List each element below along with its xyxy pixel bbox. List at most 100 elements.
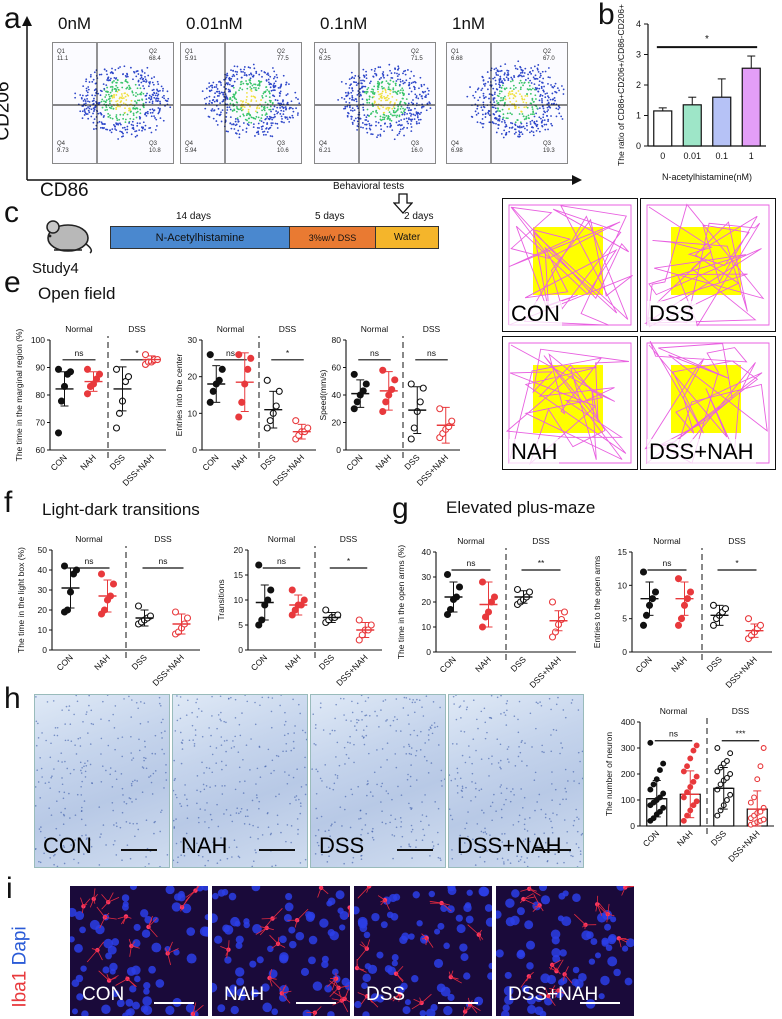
scale-bar — [397, 849, 433, 851]
data-point — [684, 763, 691, 770]
study-timeline: CD86 Study4 Behavioral tests 14 days 5 d… — [0, 180, 500, 280]
bar — [741, 67, 761, 147]
study-name: Study4 — [32, 260, 79, 277]
x-tick-label: DSS — [709, 828, 729, 848]
track-path — [508, 204, 633, 326]
data-point — [443, 610, 452, 619]
data-point — [263, 376, 271, 384]
data-point — [54, 429, 63, 437]
data-point — [379, 366, 387, 374]
data-point — [266, 417, 274, 425]
data-point — [443, 570, 452, 579]
data-point — [134, 602, 143, 610]
y-tick-label: 10 — [422, 622, 432, 632]
data-point — [416, 398, 424, 406]
flow-quadrant-value: Q3 10.6 — [277, 141, 289, 154]
flow-quadrant-value: Q4 6.21 — [319, 141, 331, 154]
bar — [712, 96, 732, 147]
data-point — [490, 593, 499, 601]
histology-cells — [449, 695, 583, 867]
flow-quadrant-value: Q2 71.5 — [411, 49, 423, 62]
y-tick-label: 30 — [188, 335, 198, 345]
x-tick-label: 1 — [749, 151, 754, 161]
data-point — [255, 561, 263, 569]
data-point — [419, 384, 427, 392]
x-axis-label: N-acetylhistamine(nM) — [662, 172, 752, 182]
center-zone — [671, 365, 741, 433]
significance-mark: *** — [736, 729, 747, 739]
timeline-bar-water: Water — [375, 226, 439, 249]
significance-mark: * — [286, 348, 290, 358]
data-point — [353, 398, 361, 406]
data-point — [690, 802, 697, 809]
data-point — [714, 768, 721, 775]
x-tick-label: CON — [437, 654, 457, 674]
data-point — [112, 365, 121, 373]
histology-label: CON — [43, 833, 92, 858]
x-tick-label: NAH — [669, 654, 689, 674]
data-point — [687, 755, 694, 762]
flow-quadrant-value: Q4 6.98 — [451, 141, 463, 154]
mouse-icon — [46, 220, 93, 254]
y-tick-label: 30 — [38, 585, 48, 595]
flow-scatter-dots — [53, 43, 173, 163]
flow-scatter-dots — [447, 43, 567, 163]
y-tick-label: 10 — [188, 408, 198, 418]
data-point — [407, 435, 415, 443]
significance-mark: * — [347, 556, 351, 566]
flow-x-axis-label: CD86 — [40, 180, 89, 201]
flow-quadrant-value: Q1 11.1 — [57, 49, 69, 62]
data-point — [292, 417, 300, 425]
data-point — [690, 747, 697, 754]
histology-cells — [311, 695, 445, 865]
maze-label: DSS+NAH — [647, 439, 756, 465]
flow-scatter-dots — [315, 43, 435, 163]
data-point — [244, 365, 252, 373]
x-tick-label: NAH — [373, 452, 393, 472]
flow-quadrant-value: Q4 5.94 — [185, 141, 197, 154]
maze-label: NAH — [509, 439, 560, 465]
data-point — [721, 605, 730, 613]
iba-cells — [496, 886, 634, 1016]
data-point — [751, 794, 758, 801]
panel-letter-h: h — [4, 682, 21, 715]
group-label: DSS — [340, 534, 358, 544]
x-tick-label: NAH — [283, 652, 303, 672]
data-point — [660, 790, 667, 797]
data-point — [723, 758, 730, 764]
significance-mark: * — [735, 558, 739, 568]
group-label: DSS — [732, 706, 750, 716]
data-point — [754, 776, 761, 783]
data-point — [304, 424, 312, 432]
data-point — [255, 621, 263, 629]
data-point — [727, 750, 734, 757]
x-tick-label: DSS+NAH — [150, 652, 186, 688]
flow-plot-title: 0.1nM — [320, 14, 368, 33]
data-point — [714, 745, 721, 751]
data-point — [760, 816, 767, 823]
x-tick-label: DSS+NAH — [723, 654, 759, 690]
flow-plot-title: 0nM — [58, 14, 92, 33]
data-point — [747, 799, 754, 806]
data-point — [355, 616, 363, 624]
x-tick-label: CON — [344, 452, 364, 472]
x-tick-label: DSS+NAH — [334, 652, 370, 688]
data-point — [322, 606, 330, 614]
data-point — [760, 745, 767, 751]
x-tick-label: DSS — [402, 452, 422, 472]
group-label: Normal — [75, 534, 103, 544]
y-axis-label: The ratio of CD86+CD206+/CD86-CD206+ — [616, 4, 626, 166]
data-point — [235, 413, 243, 421]
data-point — [391, 376, 399, 384]
data-point — [680, 768, 687, 775]
y-tick-label: 200 — [621, 769, 635, 779]
x-tick-label: CON — [633, 654, 653, 674]
timeline-days-2: 5 days — [315, 211, 345, 222]
data-point — [362, 380, 370, 388]
flow-cytometry-panel: CD206 0nM Q1 11.1 Q2 68.4 Q4 9.73 Q3 10.8 0.01nM Q… — [0, 0, 590, 190]
y-tick-label: 20 — [188, 372, 198, 382]
behavioral-tests-label: Behavioral tests — [333, 181, 405, 192]
plus-maze-title: Elevated plus-maze — [446, 498, 596, 517]
